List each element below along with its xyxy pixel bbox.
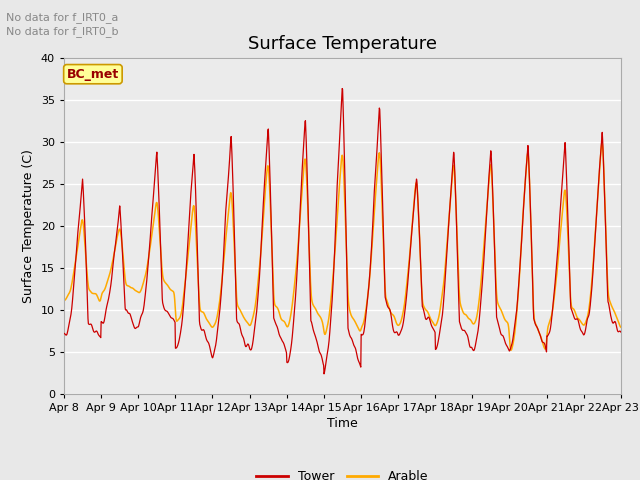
- Tower: [339, 85, 346, 91]
- Legend: Tower, Arable: Tower, Arable: [252, 465, 433, 480]
- Arable: [429, 319, 436, 325]
- Arable: [617, 324, 625, 330]
- Tower: [429, 326, 437, 332]
- Line: Arable: Arable: [64, 143, 621, 350]
- Tower: [320, 371, 328, 377]
- Arable: [598, 140, 606, 146]
- Tower: [502, 342, 510, 348]
- Tower: [60, 330, 68, 336]
- X-axis label: Time: Time: [327, 417, 358, 430]
- Arable: [184, 254, 191, 260]
- Arable: [507, 348, 515, 353]
- Tower: [246, 347, 254, 352]
- Line: Tower: Tower: [64, 88, 621, 374]
- Arable: [60, 298, 68, 303]
- Text: No data for f_IRT0_b: No data for f_IRT0_b: [6, 26, 119, 37]
- Text: No data for f_IRT0_a: No data for f_IRT0_a: [6, 12, 119, 23]
- Tower: [552, 276, 559, 282]
- Arable: [246, 323, 254, 328]
- Arable: [502, 318, 509, 324]
- Tower: [184, 240, 191, 246]
- Tower: [170, 318, 178, 324]
- Y-axis label: Surface Temperature (C): Surface Temperature (C): [22, 149, 35, 302]
- Arable: [170, 292, 178, 298]
- Tower: [617, 329, 625, 335]
- Title: Surface Temperature: Surface Temperature: [248, 35, 437, 53]
- Arable: [551, 288, 559, 293]
- Text: BC_met: BC_met: [67, 68, 119, 81]
